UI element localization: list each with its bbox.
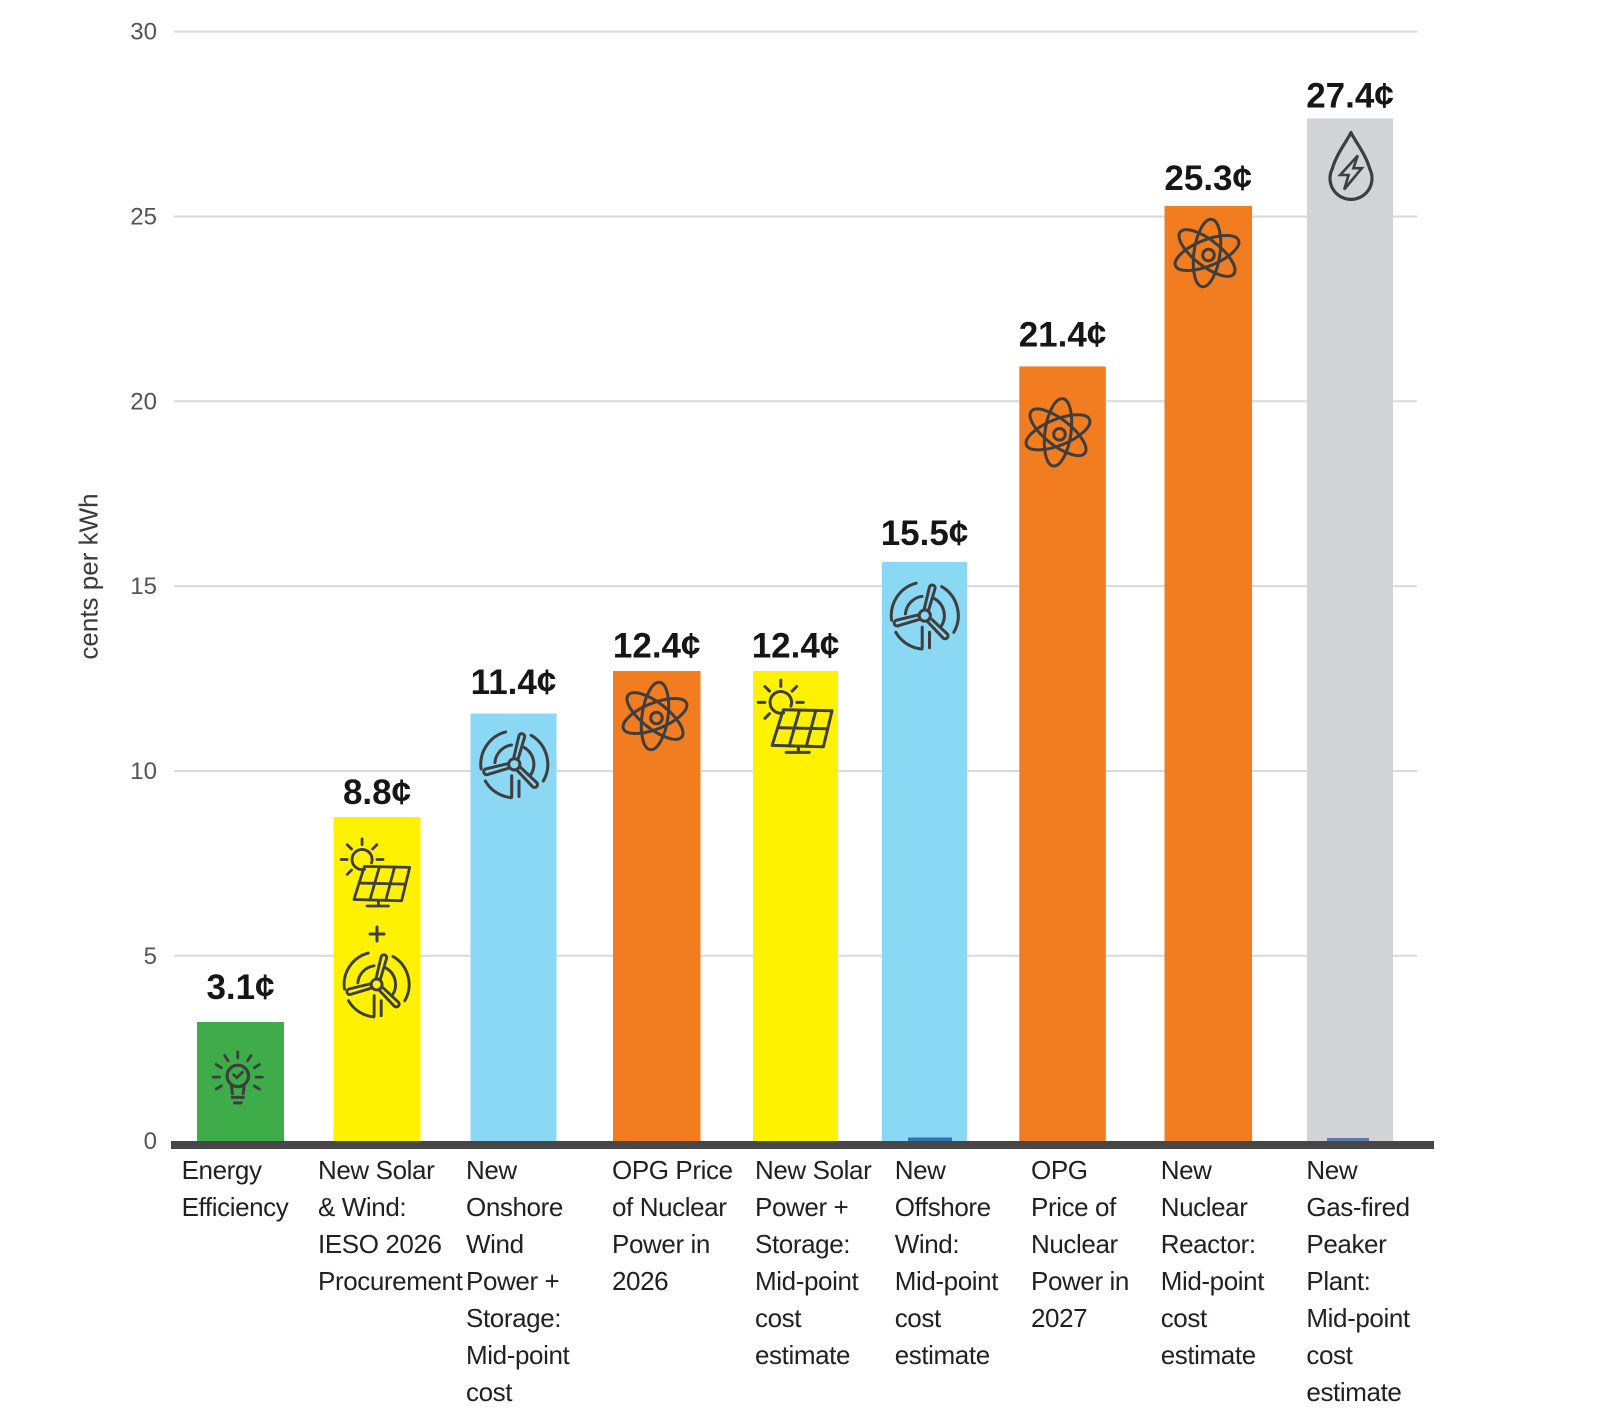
svg-text:cents per kWh: cents per kWh <box>74 493 104 659</box>
svg-text:30: 30 <box>130 19 157 46</box>
svg-text:15: 15 <box>130 573 157 600</box>
svg-text:12.4¢: 12.4¢ <box>613 627 701 666</box>
svg-text:3.1¢: 3.1¢ <box>206 968 274 1007</box>
svg-text:10: 10 <box>130 758 157 785</box>
svg-text:25.3¢: 25.3¢ <box>1164 159 1252 198</box>
svg-text:5: 5 <box>144 943 157 970</box>
svg-text:27.4¢: 27.4¢ <box>1306 77 1394 116</box>
svg-text:11.4¢: 11.4¢ <box>471 663 557 702</box>
svg-text:12.4¢: 12.4¢ <box>752 627 840 666</box>
svg-text:25: 25 <box>130 204 157 231</box>
svg-text:15.5¢: 15.5¢ <box>881 514 969 553</box>
svg-text:0: 0 <box>144 1128 157 1155</box>
svg-text:20: 20 <box>130 388 157 415</box>
svg-text:8.8¢: 8.8¢ <box>343 773 411 812</box>
svg-text:21.4¢: 21.4¢ <box>1019 316 1107 355</box>
